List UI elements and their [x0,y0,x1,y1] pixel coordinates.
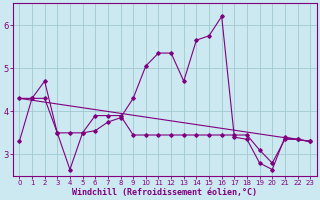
X-axis label: Windchill (Refroidissement éolien,°C): Windchill (Refroidissement éolien,°C) [72,188,257,197]
